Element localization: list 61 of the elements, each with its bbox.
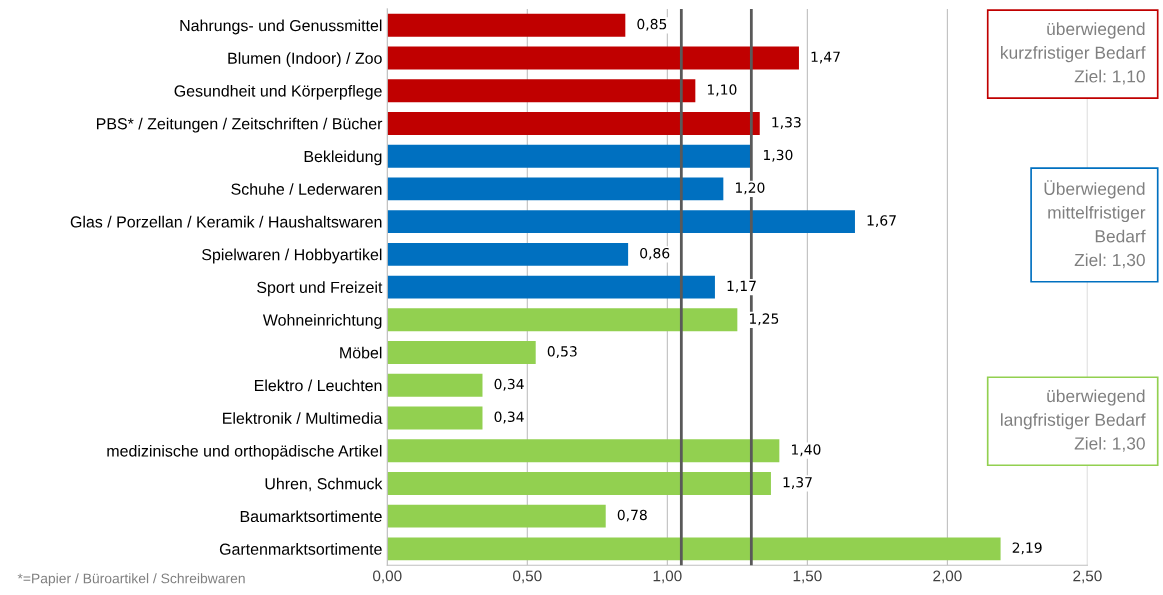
bar bbox=[387, 13, 626, 37]
bar bbox=[387, 308, 738, 332]
y-tick-label: PBS* / Zeitungen / Zeitschriften / Bücher bbox=[96, 117, 383, 133]
data-label: 1,47 bbox=[811, 51, 840, 64]
bar bbox=[387, 112, 760, 135]
data-label: 1,67 bbox=[867, 215, 896, 228]
y-tick-label: Blumen (Indoor) / Zoo bbox=[228, 52, 382, 68]
x-tick-label: 2,00 bbox=[933, 570, 962, 584]
bar bbox=[387, 177, 724, 201]
bar bbox=[387, 471, 771, 495]
data-label: 1,37 bbox=[783, 476, 812, 489]
data-label: 1,10 bbox=[707, 84, 737, 97]
y-tick-label: Uhren, Schmuck bbox=[265, 477, 383, 492]
data-label: 2,19 bbox=[1012, 542, 1042, 555]
y-tick-label: Elektro / Leuchten bbox=[254, 379, 382, 392]
data-label: 1,30 bbox=[763, 149, 793, 162]
x-tick-label: 1,50 bbox=[793, 570, 822, 584]
bar bbox=[387, 275, 715, 299]
bar bbox=[387, 210, 855, 234]
bar bbox=[387, 373, 483, 397]
y-tick-label: Wohneinrichtung bbox=[262, 314, 382, 329]
data-label: 0,34 bbox=[494, 378, 524, 391]
y-tick-label: Sport und Freizeit bbox=[257, 281, 383, 297]
annotation: überwiegend langfristiger Bedarf Ziel: 1,30 bbox=[1001, 389, 1146, 452]
bar bbox=[387, 79, 696, 103]
bar bbox=[387, 406, 483, 430]
data-label: 1,33 bbox=[772, 116, 801, 129]
y-tick-label: Spielwaren / Hobbyartikel bbox=[202, 248, 382, 264]
x-tick-label: 0,50 bbox=[513, 570, 542, 584]
y-tick-label: Bekleidung bbox=[304, 150, 382, 166]
y-tick-label: Elektronik / Multimedia bbox=[223, 412, 383, 424]
bar bbox=[387, 341, 536, 364]
text: *=Papier / Büroartikel / Schreibwaren bbox=[17, 573, 245, 587]
data-label: 0,34 bbox=[494, 411, 524, 424]
bar bbox=[387, 46, 799, 70]
data-label: 1,17 bbox=[727, 280, 756, 293]
data-label: 0,53 bbox=[547, 346, 577, 358]
data-label: 0,78 bbox=[617, 509, 647, 522]
y-tick-label: Schuhe / Lederwaren bbox=[231, 183, 382, 195]
bar bbox=[387, 144, 752, 168]
x-tick-label: 2,50 bbox=[1073, 570, 1102, 584]
data-label: 1,25 bbox=[749, 313, 779, 326]
data-label: 0,86 bbox=[640, 247, 670, 260]
y-tick-label: Gartenmarktsortimente bbox=[219, 543, 382, 555]
y-tick-label: medizinische und orthopädische Artikel bbox=[107, 444, 382, 460]
bar bbox=[387, 439, 780, 463]
bar bbox=[387, 242, 629, 266]
x-tick-label: 1,00 bbox=[653, 570, 682, 584]
annotation: überwiegend kurzfristiger Bedarf Ziel: 1,10 bbox=[1001, 22, 1146, 85]
y-tick-label: Baumarktsortimente bbox=[240, 510, 382, 523]
y-tick-label: Gesundheit und Körperpflege bbox=[174, 84, 382, 100]
bar bbox=[387, 537, 1001, 561]
data-label: 1,20 bbox=[735, 182, 765, 195]
annotation: Überwiegend mittelfristiger Bedarf Ziel: 1,30 bbox=[1044, 180, 1146, 269]
x-tick-label: 0,00 bbox=[373, 570, 402, 584]
y-tick-label: Möbel bbox=[340, 346, 382, 359]
y-tick-label: Glas / Porzellan / Keramik / Haushaltswaren bbox=[70, 215, 382, 228]
bar bbox=[387, 504, 606, 528]
data-label: 0,85 bbox=[637, 18, 667, 31]
y-tick-label: Nahrungs- und Genussmittel bbox=[180, 19, 382, 35]
data-label: 1,40 bbox=[791, 444, 821, 457]
